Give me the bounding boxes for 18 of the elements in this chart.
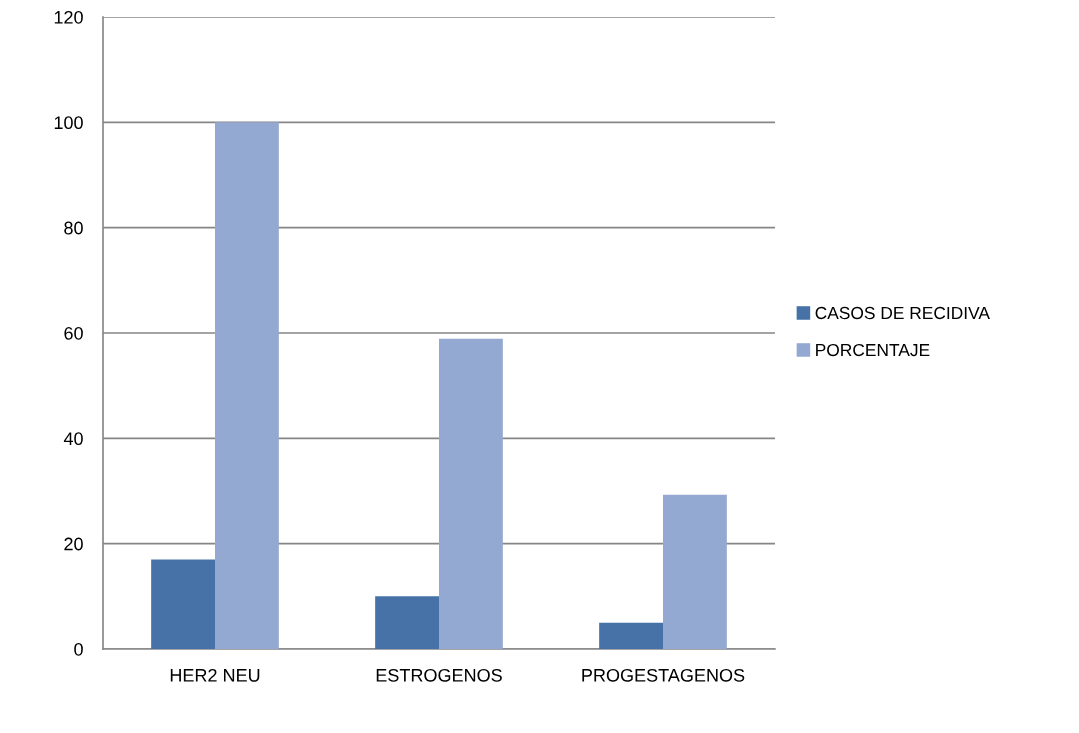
x-tick-label: HER2 NEU bbox=[170, 668, 260, 682]
bar bbox=[375, 596, 439, 649]
y-tick-label: 20 bbox=[64, 537, 83, 551]
y-tick-label: 120 bbox=[54, 10, 83, 24]
y-tick-label: 40 bbox=[63, 432, 83, 446]
y-tick-label: 80 bbox=[64, 221, 83, 235]
x-tick-label: PROGESTAGENOS bbox=[582, 668, 745, 682]
legend-label: CASOS DE RECIDIVA bbox=[815, 306, 990, 320]
y-tick-label: 100 bbox=[54, 116, 83, 130]
legend-label: PORCENTAJE bbox=[816, 343, 930, 357]
bar bbox=[439, 338, 503, 649]
bar bbox=[663, 494, 727, 649]
y-tick-label: 60 bbox=[64, 326, 83, 340]
bar bbox=[599, 622, 663, 649]
y-tick-label: 0 bbox=[74, 642, 83, 656]
bar bbox=[215, 122, 279, 649]
bar bbox=[151, 559, 215, 649]
x-tick-label: ESTROGENOS bbox=[376, 668, 502, 682]
